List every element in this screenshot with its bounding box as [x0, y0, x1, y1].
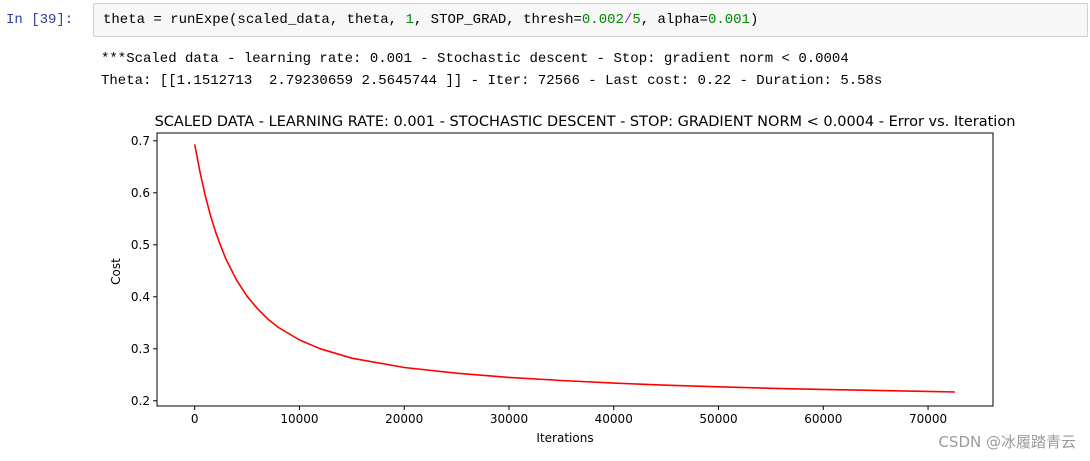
- x-tick-label: 70000: [909, 412, 947, 426]
- watermark: CSDN @冰履踏青云: [938, 433, 1076, 451]
- chart-title: SCALED DATA - LEARNING RATE: 0.001 - STO…: [155, 114, 1016, 130]
- y-tick-label: 0.3: [131, 342, 150, 356]
- code-part: , alpha=: [640, 12, 708, 28]
- code-operator: /: [623, 12, 633, 28]
- x-tick-label: 50000: [699, 412, 737, 426]
- y-tick-label: 0.4: [131, 290, 150, 304]
- cell-prompt: In [39]:: [6, 12, 74, 28]
- code-part: ): [749, 12, 759, 28]
- code-number: 1: [405, 12, 414, 28]
- code-part: theta = runExpe(scaled_data, theta,: [103, 12, 406, 28]
- code-number: 0.002: [581, 12, 624, 28]
- x-tick-label: 40000: [595, 412, 633, 426]
- x-axis-label: Iterations: [536, 431, 593, 445]
- cell-output: ***Scaled data - learning rate: 0.001 - …: [101, 48, 882, 92]
- y-axis-label: Cost: [109, 258, 123, 285]
- y-tick-label: 0.5: [131, 238, 150, 252]
- code-part: , STOP_GRAD, thresh=: [413, 12, 582, 28]
- output-line-2: Theta: [[1.1512713 2.79230659 2.5645744 …: [101, 73, 883, 89]
- x-tick-label: 60000: [804, 412, 842, 426]
- x-tick-label: 30000: [490, 412, 528, 426]
- code-number: 5: [632, 12, 641, 28]
- output-line-1: ***Scaled data - learning rate: 0.001 - …: [101, 51, 849, 67]
- x-tick-label: 10000: [280, 412, 318, 426]
- code-number: 0.001: [707, 12, 750, 28]
- y-tick-label: 0.2: [131, 394, 150, 408]
- y-tick-label: 0.7: [131, 134, 150, 148]
- plot-frame: [156, 132, 994, 407]
- x-tick-label: 0: [191, 412, 199, 426]
- y-tick-label: 0.6: [131, 186, 150, 200]
- code-input-cell[interactable]: theta = runExpe(scaled_data, theta, 1, S…: [93, 3, 1088, 37]
- x-tick-label: 20000: [385, 412, 423, 426]
- cost-series-line: [193, 144, 955, 393]
